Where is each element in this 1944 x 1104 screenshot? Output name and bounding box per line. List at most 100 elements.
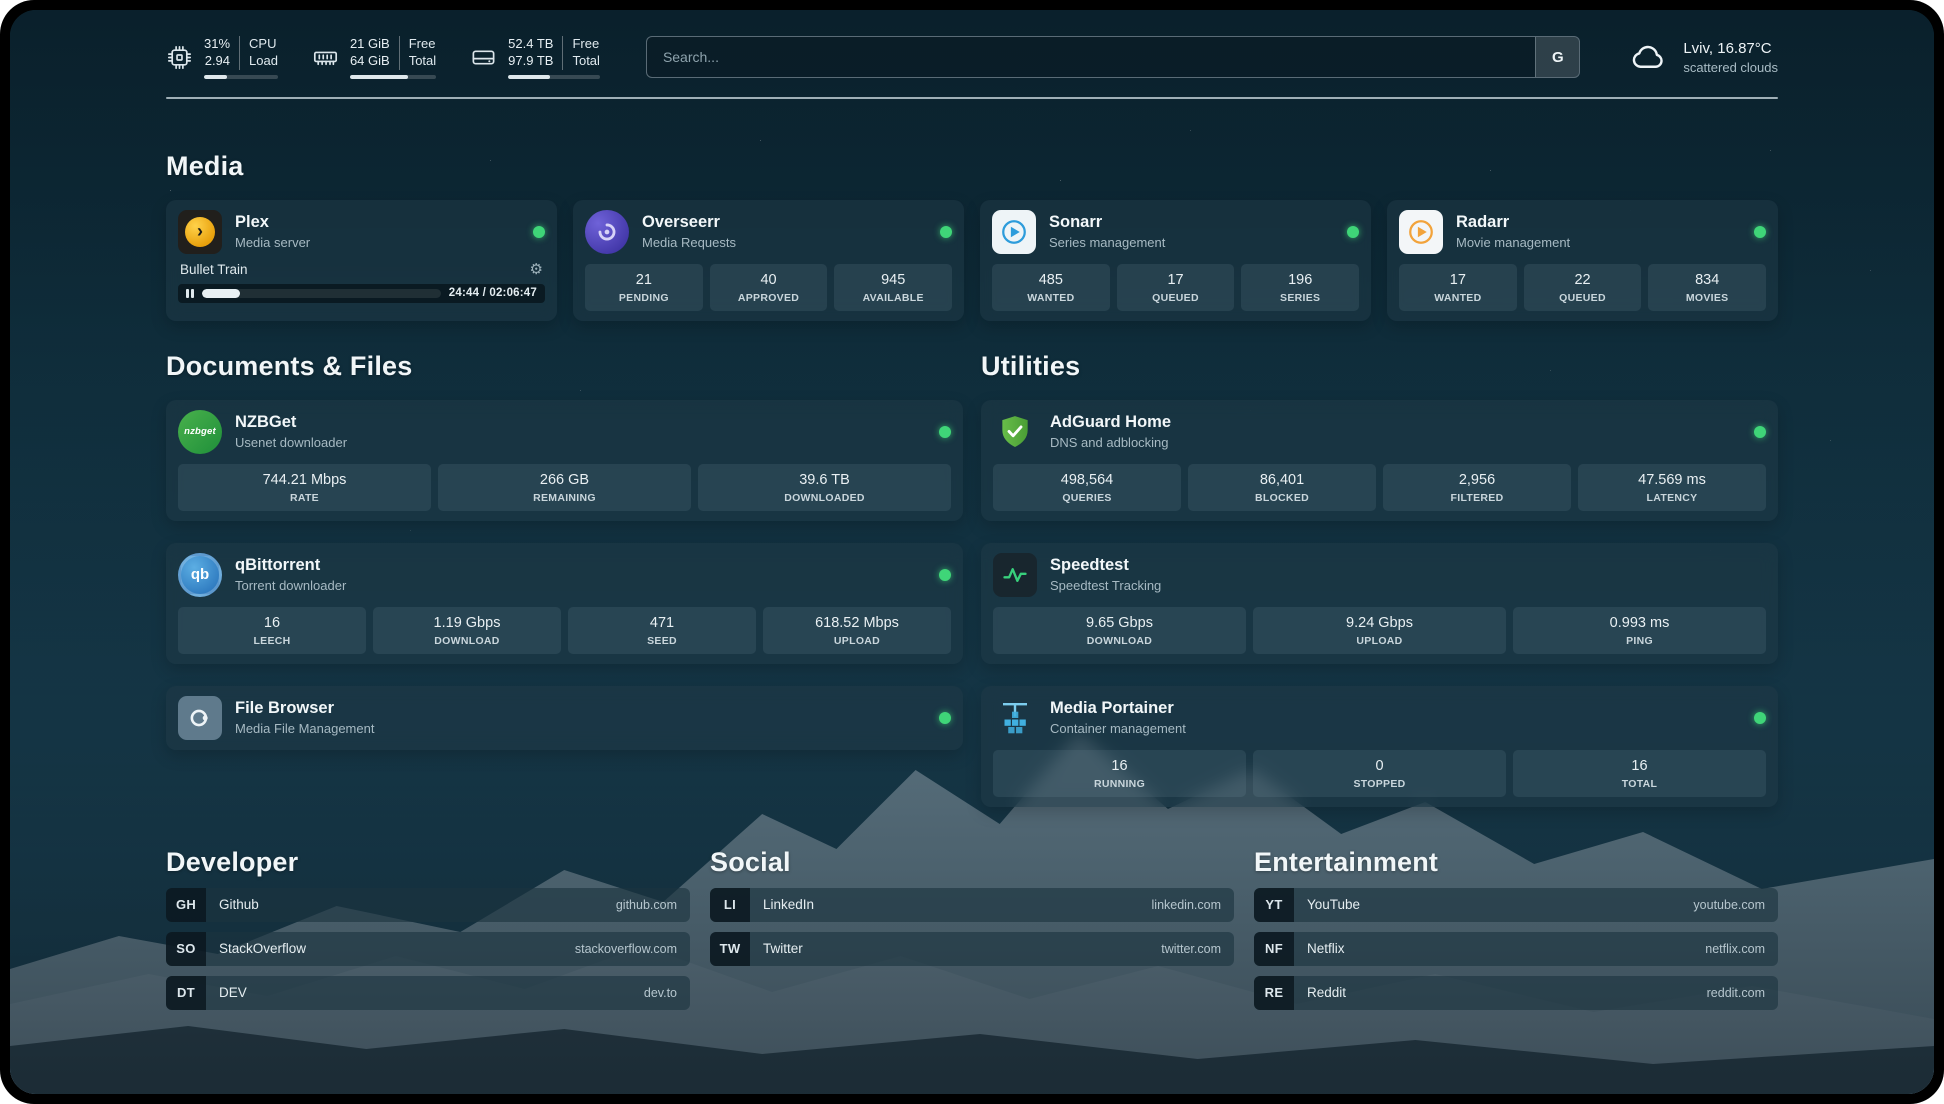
service-description: Media File Management: [235, 721, 375, 737]
section-title-utilities: Utilities: [981, 350, 1081, 381]
stat-seed: 471 SEED: [568, 606, 756, 654]
service-card-overseerr[interactable]: Overseerr Media Requests 21 PENDING 40 A…: [573, 199, 964, 321]
service-card-speedtest[interactable]: Speedtest Speedtest Tracking 9.65 Gbps D…: [981, 542, 1778, 664]
service-name: Media Portainer: [1050, 699, 1174, 718]
status-dot: [1754, 225, 1766, 238]
sonarr-icon: [992, 209, 1036, 254]
service-card-filebrowser[interactable]: File Browser Media File Management: [166, 685, 963, 750]
status-dot: [1347, 225, 1359, 238]
bookmark-abbr: DT: [166, 975, 206, 1010]
bookmark-stackoverflow[interactable]: SO StackOverflow stackoverflow.com: [166, 931, 690, 966]
settings-icon[interactable]: ⚙: [529, 260, 543, 278]
bookmark-linkedin[interactable]: LI LinkedIn linkedin.com: [710, 887, 1234, 922]
status-dot: [939, 711, 951, 724]
stat-series: 196 SERIES: [1241, 263, 1360, 311]
top-bar: 31% 2.94 CPU Load: [166, 10, 1778, 79]
service-name: qBittorrent: [235, 556, 321, 575]
bookmark-youtube[interactable]: YT YouTube youtube.com: [1254, 887, 1778, 922]
service-description: Movie management: [1456, 235, 1571, 251]
service-name: NZBGet: [235, 413, 297, 432]
service-card-adguard[interactable]: AdGuard Home DNS and adblocking 498,564 …: [981, 399, 1778, 521]
service-description: Container management: [1050, 721, 1186, 737]
bookmark-url: linkedin.com: [1151, 897, 1221, 912]
bookmarks-entertainment: Entertainment YT YouTube youtube.com NF …: [1254, 847, 1778, 1010]
section-title-developer: Developer: [166, 846, 299, 877]
cpu-label-top: CPU: [249, 36, 277, 51]
bookmark-url: dev.to: [643, 985, 677, 1000]
radarr-icon: [1399, 209, 1443, 254]
search-provider-button[interactable]: G: [1535, 37, 1580, 78]
bookmark-url: youtube.com: [1693, 897, 1765, 912]
status-dot: [1754, 711, 1766, 724]
stat-queries: 498,564 QUERIES: [993, 463, 1181, 511]
bookmark-name: Reddit: [1307, 985, 1347, 1001]
service-description: Media server: [235, 235, 311, 251]
service-name: File Browser: [235, 699, 335, 718]
stat-queued: 17 QUEUED: [1116, 263, 1235, 311]
ram-widget: 21 GiB 64 GiB Free Total: [312, 36, 437, 79]
section-title-social: Social: [710, 846, 791, 877]
bookmark-twitter[interactable]: TW Twitter twitter.com: [710, 931, 1234, 966]
dashboard-screen: 31% 2.94 CPU Load: [10, 10, 1934, 1094]
ram-total: 64 GiB: [349, 52, 390, 68]
bookmark-abbr: YT: [1254, 887, 1294, 922]
now-playing-title: Bullet Train: [180, 261, 248, 277]
bookmark-name: YouTube: [1307, 897, 1361, 913]
bookmark-name: StackOverflow: [219, 941, 307, 957]
service-card-portainer[interactable]: Media Portainer Container management 16 …: [981, 685, 1778, 807]
bookmark-abbr: NF: [1254, 931, 1294, 966]
media-cards: › Plex Media server Bullet Train ⚙: [166, 199, 1778, 321]
ram-label-bottom: Total: [408, 52, 437, 68]
bookmark-abbr: TW: [710, 931, 750, 966]
service-name: AdGuard Home: [1050, 413, 1172, 432]
weather-condition: scattered clouds: [1683, 59, 1778, 75]
status-dot: [939, 425, 951, 438]
service-card-nzbget[interactable]: nzbget NZBGet Usenet downloader 744.21 M…: [166, 399, 963, 521]
bookmark-url: stackoverflow.com: [574, 941, 677, 956]
bookmark-name: Netflix: [1307, 941, 1345, 957]
overseerr-icon: [585, 209, 629, 254]
stat-movies: 834 MOVIES: [1648, 263, 1767, 311]
bookmark-name: DEV: [219, 985, 247, 1001]
pause-button[interactable]: [186, 288, 194, 298]
stat-available: 945 AVAILABLE: [834, 263, 953, 311]
qbittorrent-icon: qb: [178, 552, 222, 597]
stat-total: 16 TOTAL: [1513, 749, 1766, 797]
section-title-entertainment: Entertainment: [1254, 846, 1439, 877]
bookmark-name: Github: [219, 897, 259, 913]
service-card-plex[interactable]: › Plex Media server Bullet Train ⚙: [166, 199, 557, 321]
service-card-sonarr[interactable]: Sonarr Series management 485 WANTED 17 Q…: [980, 199, 1371, 321]
bookmark-url: github.com: [615, 897, 677, 912]
bookmark-dev[interactable]: DT DEV dev.to: [166, 975, 690, 1010]
service-description: Speedtest Tracking: [1050, 578, 1162, 594]
search-bar: G: [645, 36, 1581, 79]
progress-track: [201, 288, 441, 298]
bookmark-abbr: RE: [1254, 975, 1294, 1010]
documents-column: Documents & Files nzbget NZBGet Usenet d…: [166, 351, 963, 750]
stat-pending: 21 PENDING: [585, 263, 703, 311]
ram-free: 21 GiB: [349, 36, 390, 51]
disk-icon: [472, 50, 495, 65]
bookmark-netflix[interactable]: NF Netflix netflix.com: [1254, 931, 1778, 966]
status-dot: [1754, 425, 1766, 438]
stat-upload: 618.52 Mbps UPLOAD: [763, 606, 951, 654]
bookmark-abbr: GH: [166, 887, 206, 922]
bookmark-url: netflix.com: [1705, 941, 1765, 956]
service-card-qbittorrent[interactable]: qb qBittorrent Torrent downloader 16: [166, 542, 963, 664]
playback-progress: 24:44 / 02:06:47: [178, 283, 545, 303]
search-input[interactable]: [646, 37, 1536, 78]
section-title-media: Media: [166, 150, 244, 181]
cpu-icon: [167, 45, 192, 69]
disk-progress: [508, 74, 600, 79]
stat-running: 16 RUNNING: [993, 749, 1246, 797]
ram-progress: [349, 74, 437, 79]
stat-stopped: 0 STOPPED: [1253, 749, 1506, 797]
service-description: Series management: [1049, 235, 1166, 251]
service-description: Usenet downloader: [235, 435, 348, 451]
service-card-radarr[interactable]: Radarr Movie management 17 WANTED 22 QUE…: [1387, 199, 1778, 321]
bookmark-reddit[interactable]: RE Reddit reddit.com: [1254, 975, 1778, 1010]
playback-time: 24:44 / 02:06:47: [448, 287, 537, 300]
plex-icon: ›: [178, 209, 222, 254]
bookmark-github[interactable]: GH Github github.com: [166, 887, 690, 922]
service-name: Speedtest: [1050, 556, 1129, 575]
